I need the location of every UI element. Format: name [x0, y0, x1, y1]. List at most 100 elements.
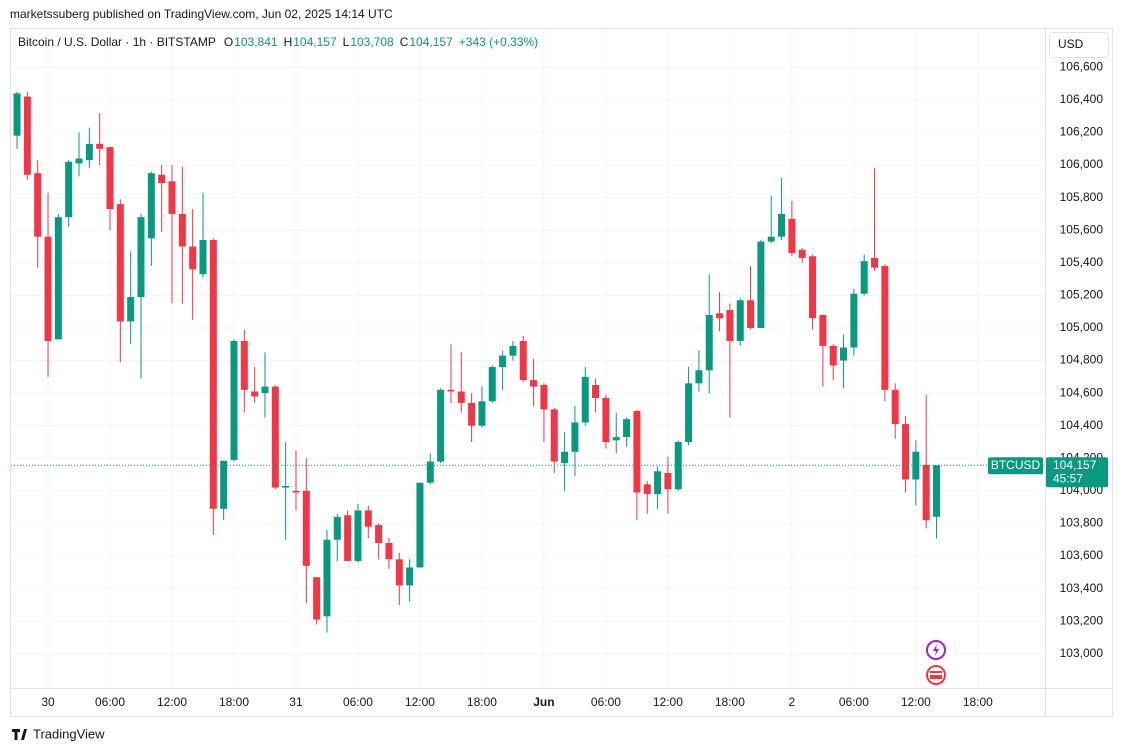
- candle-body: [44, 236, 52, 341]
- ohlc-name: L: [343, 35, 350, 49]
- symbol-tag-label: BTCUSD: [991, 458, 1041, 472]
- candle-body: [581, 376, 589, 423]
- event-icons: [926, 640, 946, 685]
- candle-body: [726, 310, 734, 341]
- candle-body: [499, 355, 507, 368]
- x-tick-label: Jun: [533, 695, 554, 709]
- candles: [13, 91, 941, 633]
- x-tick-label: 12:00: [901, 695, 931, 709]
- candle-body: [34, 173, 42, 237]
- change: +343 (+0.33%): [459, 35, 538, 49]
- y-tick-label: 103,000: [1060, 646, 1104, 660]
- candle-body: [643, 484, 651, 495]
- candle-body: [416, 482, 424, 568]
- candle-body: [457, 391, 465, 403]
- candle-body: [509, 345, 517, 356]
- candle-body: [685, 383, 693, 442]
- price-tag: [1046, 457, 1108, 488]
- candle-body: [840, 347, 848, 361]
- currency-box[interactable]: [1049, 32, 1109, 58]
- candle-body: [602, 398, 610, 442]
- y-tick-label: 103,600: [1060, 548, 1104, 562]
- y-tick-label: 105,400: [1060, 255, 1104, 269]
- candle-body: [189, 246, 197, 270]
- candle-body: [261, 386, 269, 394]
- x-tick-label: 18:00: [467, 695, 497, 709]
- candle-body: [282, 485, 290, 488]
- candle-body: [623, 419, 631, 438]
- candle-body: [747, 300, 755, 328]
- x-tick-label: 18:00: [715, 695, 745, 709]
- candle-body: [230, 340, 238, 460]
- candle-body: [85, 143, 93, 161]
- candle-body: [519, 340, 527, 381]
- candle-body: [612, 437, 620, 441]
- candle-body: [478, 401, 486, 426]
- x-tick-label: 31: [289, 695, 303, 709]
- ohlc-value: 104,157: [293, 35, 337, 49]
- candle-body: [426, 461, 434, 483]
- ohlc-value: 104,157: [409, 35, 453, 49]
- candle-body: [530, 380, 538, 387]
- candle-body: [798, 249, 806, 258]
- candle-body: [561, 451, 569, 464]
- y-tick-label: 106,000: [1060, 157, 1104, 171]
- candle-body: [778, 213, 786, 237]
- x-tick-label: 30: [41, 695, 55, 709]
- candle-body: [251, 391, 259, 397]
- candle-body: [75, 158, 83, 164]
- candle-body: [240, 340, 248, 390]
- candle-body: [705, 314, 713, 371]
- y-tick-label: 103,800: [1060, 516, 1104, 530]
- candle-body: [406, 567, 414, 586]
- candle-body: [168, 181, 176, 214]
- y-tick-label: 105,800: [1060, 190, 1104, 204]
- x-tick-label: 06:00: [839, 695, 869, 709]
- y-tick-label: 106,400: [1060, 92, 1104, 106]
- candle-body: [65, 161, 73, 218]
- candle-body: [137, 217, 145, 297]
- ohlc-name: O: [224, 35, 233, 49]
- price-tag-value: 104,157: [1053, 458, 1097, 472]
- candle-body: [344, 515, 352, 561]
- candle-body: [13, 93, 21, 136]
- candle-body: [757, 241, 765, 328]
- x-tick-label: 12:00: [653, 695, 683, 709]
- candle-body: [891, 389, 899, 425]
- candle-body: [375, 525, 383, 544]
- candle-body: [860, 261, 868, 294]
- symbol-title: Bitcoin / U.S. Dollar · 1h · BITSTAMP: [18, 35, 216, 49]
- candle-body: [767, 236, 775, 242]
- published-note: marketssuberg published on TradingView.c…: [10, 7, 393, 21]
- x-tick-label: 18:00: [219, 695, 249, 709]
- candle-body: [127, 296, 135, 322]
- candle-body: [902, 424, 910, 480]
- currency: USD: [1058, 37, 1084, 51]
- y-tick-label: 105,000: [1060, 320, 1104, 334]
- candle-body: [664, 472, 672, 490]
- candle-body: [809, 256, 817, 319]
- grid: [11, 29, 1045, 688]
- candle-body: [23, 96, 31, 175]
- candle-body: [364, 510, 372, 527]
- y-tick-label: 103,400: [1060, 581, 1104, 595]
- candle-body: [550, 409, 558, 462]
- candle-body: [654, 471, 662, 495]
- candle-body: [96, 143, 104, 149]
- candle-body: [158, 174, 166, 183]
- candle-body: [385, 543, 393, 560]
- candle-body: [271, 386, 279, 488]
- candle-body: [178, 213, 186, 247]
- ohlc-value: 103,708: [350, 35, 394, 49]
- candle-body: [323, 539, 331, 617]
- candle-body: [447, 389, 455, 392]
- candle-body: [488, 367, 496, 402]
- x-tick-label: 2: [789, 695, 796, 709]
- x-tick-label: 06:00: [95, 695, 125, 709]
- candle-body: [922, 464, 930, 521]
- candle-body: [199, 239, 207, 275]
- y-tick-label: 105,600: [1060, 222, 1104, 236]
- y-tick-label: 105,200: [1060, 288, 1104, 302]
- candle-body: [395, 559, 403, 586]
